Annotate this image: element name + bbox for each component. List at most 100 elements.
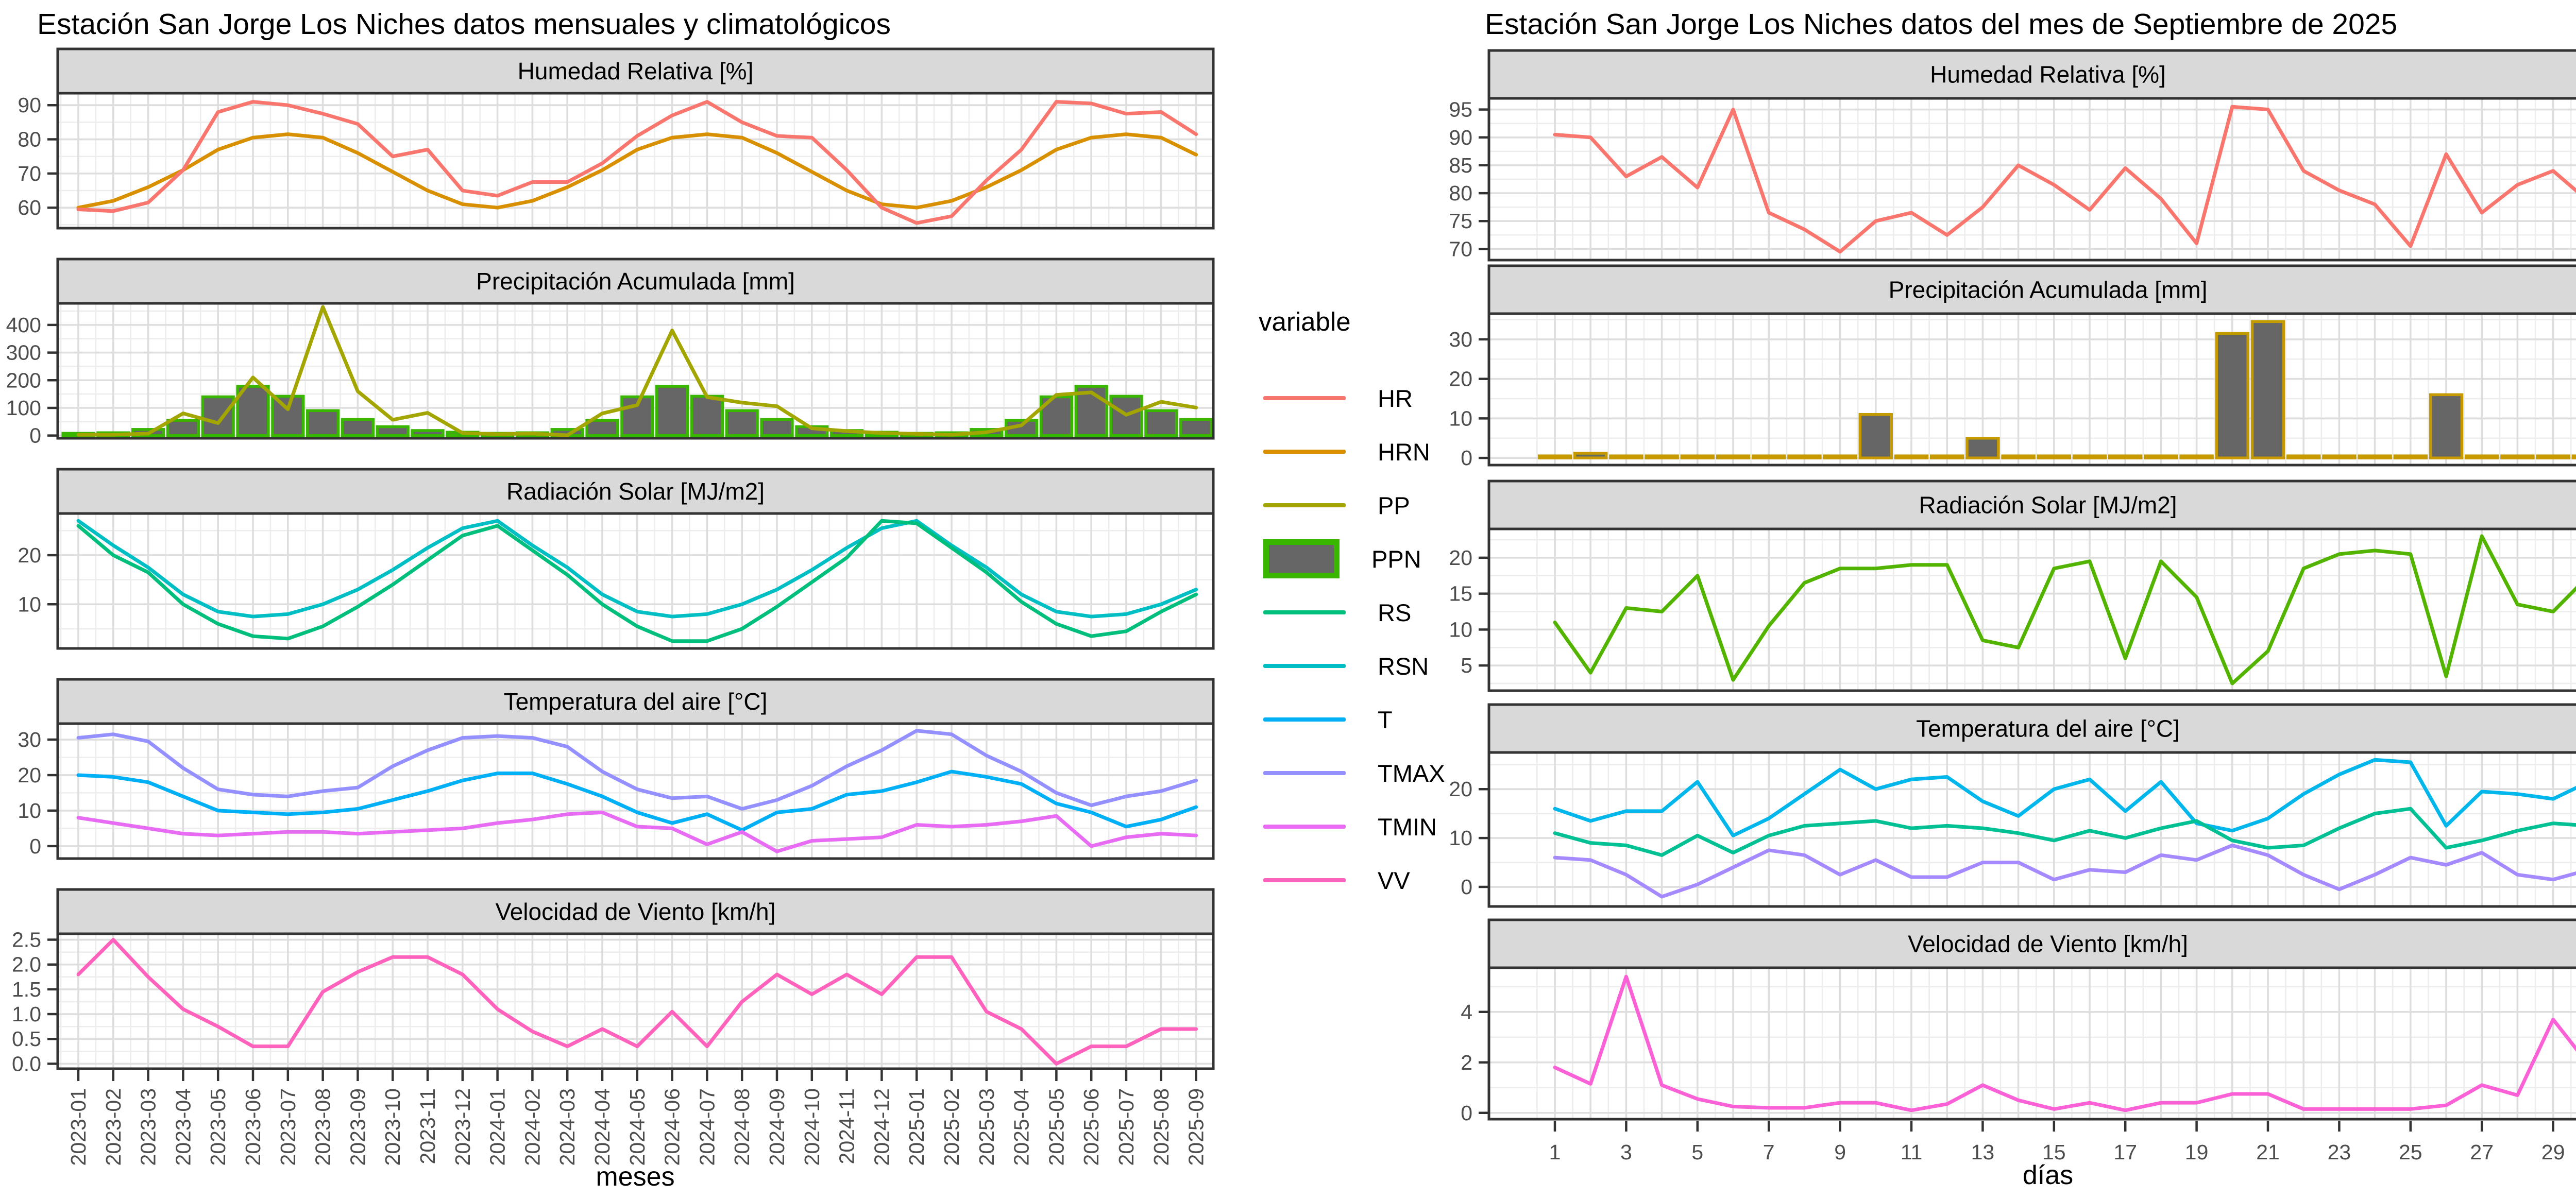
right-strip-label-1: Precipitación Acumulada [mm] xyxy=(1889,277,2208,303)
left-strip-0 xyxy=(56,47,1215,95)
left-facet-2: Radiación Solar [MJ/m2] 10 20 xyxy=(18,468,1215,650)
left-strip-label-2: Radiación Solar [MJ/m2] xyxy=(506,478,765,505)
right-xlabel: 23 xyxy=(2328,1140,2351,1164)
right-ytick: 5 xyxy=(1461,654,1472,677)
right-ytick: 10 xyxy=(1449,618,1472,641)
right-facet-0: Humedad Relativa [%] 70 75 80 85 90 95 xyxy=(1449,49,2576,262)
right-strip-4 xyxy=(1487,918,2576,969)
right-T-line xyxy=(1553,807,2576,857)
right-xlabel: 19 xyxy=(2185,1140,2209,1164)
right-ytick: 30 xyxy=(1449,328,1472,351)
right-ytick: 80 xyxy=(1449,181,1472,205)
legend-label: RS xyxy=(1378,598,1412,626)
left-xlabel: 2024-10 xyxy=(800,1088,824,1166)
left-xlabel: 2023-12 xyxy=(451,1088,474,1166)
right-xlabel: 15 xyxy=(2042,1140,2066,1164)
left-strip-label-0: Humedad Relativa [%] xyxy=(518,58,754,84)
right-PP-bars xyxy=(1537,320,2576,459)
right-ytick: 75 xyxy=(1449,209,1472,233)
right-TMIN-line xyxy=(1553,843,2576,899)
left-xlabel: 2023-01 xyxy=(66,1088,90,1166)
left-ytick: 60 xyxy=(18,196,41,219)
legend-label: HRN xyxy=(1378,438,1430,466)
tmin-line-key-icon xyxy=(1263,825,1346,829)
right-RS-line xyxy=(1553,534,2576,686)
left-T-line xyxy=(76,769,1198,832)
left-xlabel: 2024-06 xyxy=(660,1088,684,1166)
right-ytick: 20 xyxy=(1449,367,1472,391)
legend-item-PPN: PPN xyxy=(1263,536,1421,582)
left-strip-label-1: Precipitación Acumulada [mm] xyxy=(476,268,795,295)
left-ytick: 300 xyxy=(6,341,41,365)
right-xlabel: 27 xyxy=(2470,1140,2494,1164)
left-strip-label-3: Temperatura del aire [°C] xyxy=(504,688,768,715)
legend-item-RSN: RSN xyxy=(1263,643,1429,689)
right-strip-2 xyxy=(1487,479,2576,530)
left-HRN-line xyxy=(76,132,1198,210)
right-ytick: 10 xyxy=(1449,826,1472,850)
legend-label: VV xyxy=(1378,866,1410,894)
right-xlabel: 29 xyxy=(2541,1140,2565,1164)
left-xlabel: 2023-09 xyxy=(346,1088,369,1166)
legend-item-HRN: HRN xyxy=(1263,429,1430,475)
left-xlabel: 2024-02 xyxy=(520,1088,544,1166)
right-chart-title: Estación San Jorge Los Niches datos del … xyxy=(1485,8,2398,41)
left-facet-0: Humedad Relativa [%] 60 70 80 90 xyxy=(18,47,1215,230)
right-ytick: 85 xyxy=(1449,153,1472,177)
left-ytick: 2.0 xyxy=(12,953,41,977)
left-facet-3: Temperatura del aire [°C] 0 10 20 30 xyxy=(18,678,1215,860)
legend-item-TMIN: TMIN xyxy=(1263,803,1437,850)
left-ytick: 10 xyxy=(18,592,41,616)
left-ytick: 30 xyxy=(18,728,41,751)
right-xlabel: 9 xyxy=(1834,1140,1846,1164)
legend-item-PP: PP xyxy=(1263,482,1410,528)
left-VV-line xyxy=(76,938,1198,1066)
left-xlabel: 2024-11 xyxy=(835,1088,859,1164)
left-strip-3 xyxy=(56,678,1215,725)
legend-item-VV: VV xyxy=(1263,857,1410,903)
right-strip-label-3: Temperatura del aire [°C] xyxy=(1916,715,2180,742)
legend-label: PP xyxy=(1378,491,1410,519)
legend-label: HR xyxy=(1378,384,1413,412)
left-strip-4 xyxy=(56,888,1215,935)
left-ytick: 200 xyxy=(6,368,41,392)
right-ytick: 10 xyxy=(1449,406,1472,430)
right-strip-label-0: Humedad Relativa [%] xyxy=(1930,61,2166,88)
left-xlabel: 2025-05 xyxy=(1044,1088,1068,1166)
left-xlabel: 2024-07 xyxy=(695,1088,719,1166)
left-RS-line xyxy=(76,519,1198,643)
left-xlabel: 2025-02 xyxy=(940,1088,963,1166)
left-ytick: 70 xyxy=(18,162,41,185)
rs-line-key-icon xyxy=(1263,610,1346,614)
pp-line-key-icon xyxy=(1263,503,1346,507)
left-ytick: 100 xyxy=(6,396,41,420)
legend-item-HR: HR xyxy=(1263,375,1413,421)
right-ytick: 0 xyxy=(1461,446,1472,470)
legend-label: PPN xyxy=(1371,545,1421,573)
left-xlabel: 2023-02 xyxy=(101,1088,125,1166)
left-ytick: 1.0 xyxy=(12,1002,41,1026)
right-xlabel: 1 xyxy=(1549,1140,1561,1164)
left-xlabel: 2023-04 xyxy=(171,1088,195,1166)
left-xlabel: 2024-09 xyxy=(765,1088,789,1166)
left-ytick: 20 xyxy=(18,763,41,787)
left-ytick: 1.5 xyxy=(12,978,41,1001)
right-strip-label-2: Radiación Solar [MJ/m2] xyxy=(1919,492,2177,519)
left-strip-1 xyxy=(56,258,1215,305)
left-xlabel: 2025-01 xyxy=(905,1088,928,1166)
left-xlabel: 2024-01 xyxy=(486,1088,510,1166)
left-xlabel: 2023-11 xyxy=(416,1088,439,1164)
right-xlabel: 21 xyxy=(2256,1140,2280,1164)
left-ytick: 80 xyxy=(18,128,41,151)
right-xlabel: 7 xyxy=(1763,1140,1775,1164)
right-facet-4: Velocidad de Viento [km/h] 0 2 4 xyxy=(1461,918,2576,1125)
right-ytick: 4 xyxy=(1461,1000,1472,1024)
legend-label: RSN xyxy=(1378,652,1429,680)
left-TMIN-line xyxy=(76,810,1198,853)
right-ytick: 0 xyxy=(1461,1101,1472,1125)
left-xlabel: 2024-03 xyxy=(555,1088,579,1166)
right-strip-3 xyxy=(1487,703,2576,754)
left-xlabel: 2025-06 xyxy=(1079,1088,1103,1166)
left-xlabel: 2023-08 xyxy=(311,1088,335,1166)
